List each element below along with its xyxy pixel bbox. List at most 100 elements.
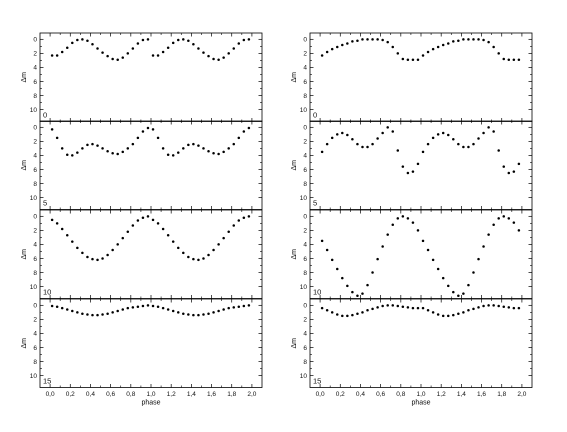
data-point [86,143,89,147]
data-point [502,165,505,168]
data-point [497,149,500,152]
data-point [166,153,170,156]
y-tick-label: 0 [33,37,37,44]
data-point [452,313,455,317]
x-tick-label: 0,8 [396,391,405,398]
data-point [467,283,470,287]
data-point [146,38,150,41]
data-point [487,233,490,236]
data-point [320,239,324,243]
data-point [517,162,521,166]
data-point [401,165,405,168]
panel-frame [39,209,263,299]
data-point [60,227,64,231]
data-point [232,306,235,309]
data-point [351,313,354,317]
data-point [492,223,495,226]
data-point [325,248,329,252]
data-point [55,136,59,140]
panel-right-0: 0 2 4 6 8 10 Δm 0 [291,32,533,122]
data-point [166,46,170,49]
data-point [336,45,339,49]
x-tick-label: 1,6 [477,391,486,398]
data-point [426,142,430,146]
y-tick-label: 0 [303,37,307,44]
data-point [431,47,435,51]
data-point [91,42,94,46]
data-point [177,246,180,250]
panel-label: 10 [43,288,51,297]
data-point [457,142,460,146]
data-point [376,306,379,309]
data-point [91,257,94,261]
data-point [131,142,135,146]
data-point [330,47,334,51]
data-point [386,304,389,307]
panel-left-5: 0 2 4 6 8 10 Δm 5 [21,120,263,210]
y-tick-label: 10 [300,107,308,114]
panel-label: 15 [43,377,51,386]
data-point [341,131,344,135]
data-point [247,126,251,130]
data-point [222,56,225,59]
y-tick-label: 6 [33,79,37,86]
y-tick-label: 6 [303,167,307,174]
data-point [187,143,190,147]
data-point [497,52,500,55]
data-point [376,137,379,140]
data-point [141,216,145,219]
data-point [247,304,251,307]
data-point [86,255,89,259]
y-tick-label: 2 [303,51,307,58]
data-point [207,253,210,257]
panel-label: 5 [313,199,317,208]
data-point [436,45,440,49]
data-point [381,131,384,135]
data-point [156,136,160,140]
data-point [111,248,114,252]
data-point [141,38,145,42]
data-point [426,248,430,252]
data-point [436,313,440,316]
data-point [487,304,490,307]
data-point [441,314,445,318]
x-axis-label: phase [411,400,430,407]
data-point [401,305,405,308]
y-axis-label: Δm [291,72,298,83]
data-point [482,131,485,135]
y-tick-label: 0 [33,303,37,310]
x-tick-label: 2,0 [517,391,526,398]
data-point [121,236,124,240]
data-point [391,223,394,226]
data-point [197,313,200,317]
data-point [161,147,165,150]
data-point [366,38,369,41]
data-point [60,50,64,54]
data-point [341,314,344,318]
data-point [202,147,205,150]
data-point [406,171,410,175]
data-point [232,47,235,50]
data-point [116,309,119,313]
data-point [401,215,405,218]
data-point [452,290,455,294]
data-point [242,130,246,133]
panel-right-5: 0 2 4 6 8 10 Δm 5 [291,120,533,210]
data-point [341,276,344,280]
data-point [232,142,235,146]
data-point [336,267,339,271]
data-point [151,304,155,308]
x-tick-label: 0,4 [86,391,95,398]
data-point [202,313,205,316]
data-point [237,305,241,308]
data-point [192,142,195,146]
data-point [386,233,389,236]
data-point [136,42,140,45]
y-tick-label: 2 [33,228,37,235]
data-point [462,311,465,314]
data-point [101,313,104,316]
y-tick-label: 8 [303,93,307,100]
panel-frame [39,120,263,210]
data-point [330,311,334,314]
data-point [381,304,384,308]
